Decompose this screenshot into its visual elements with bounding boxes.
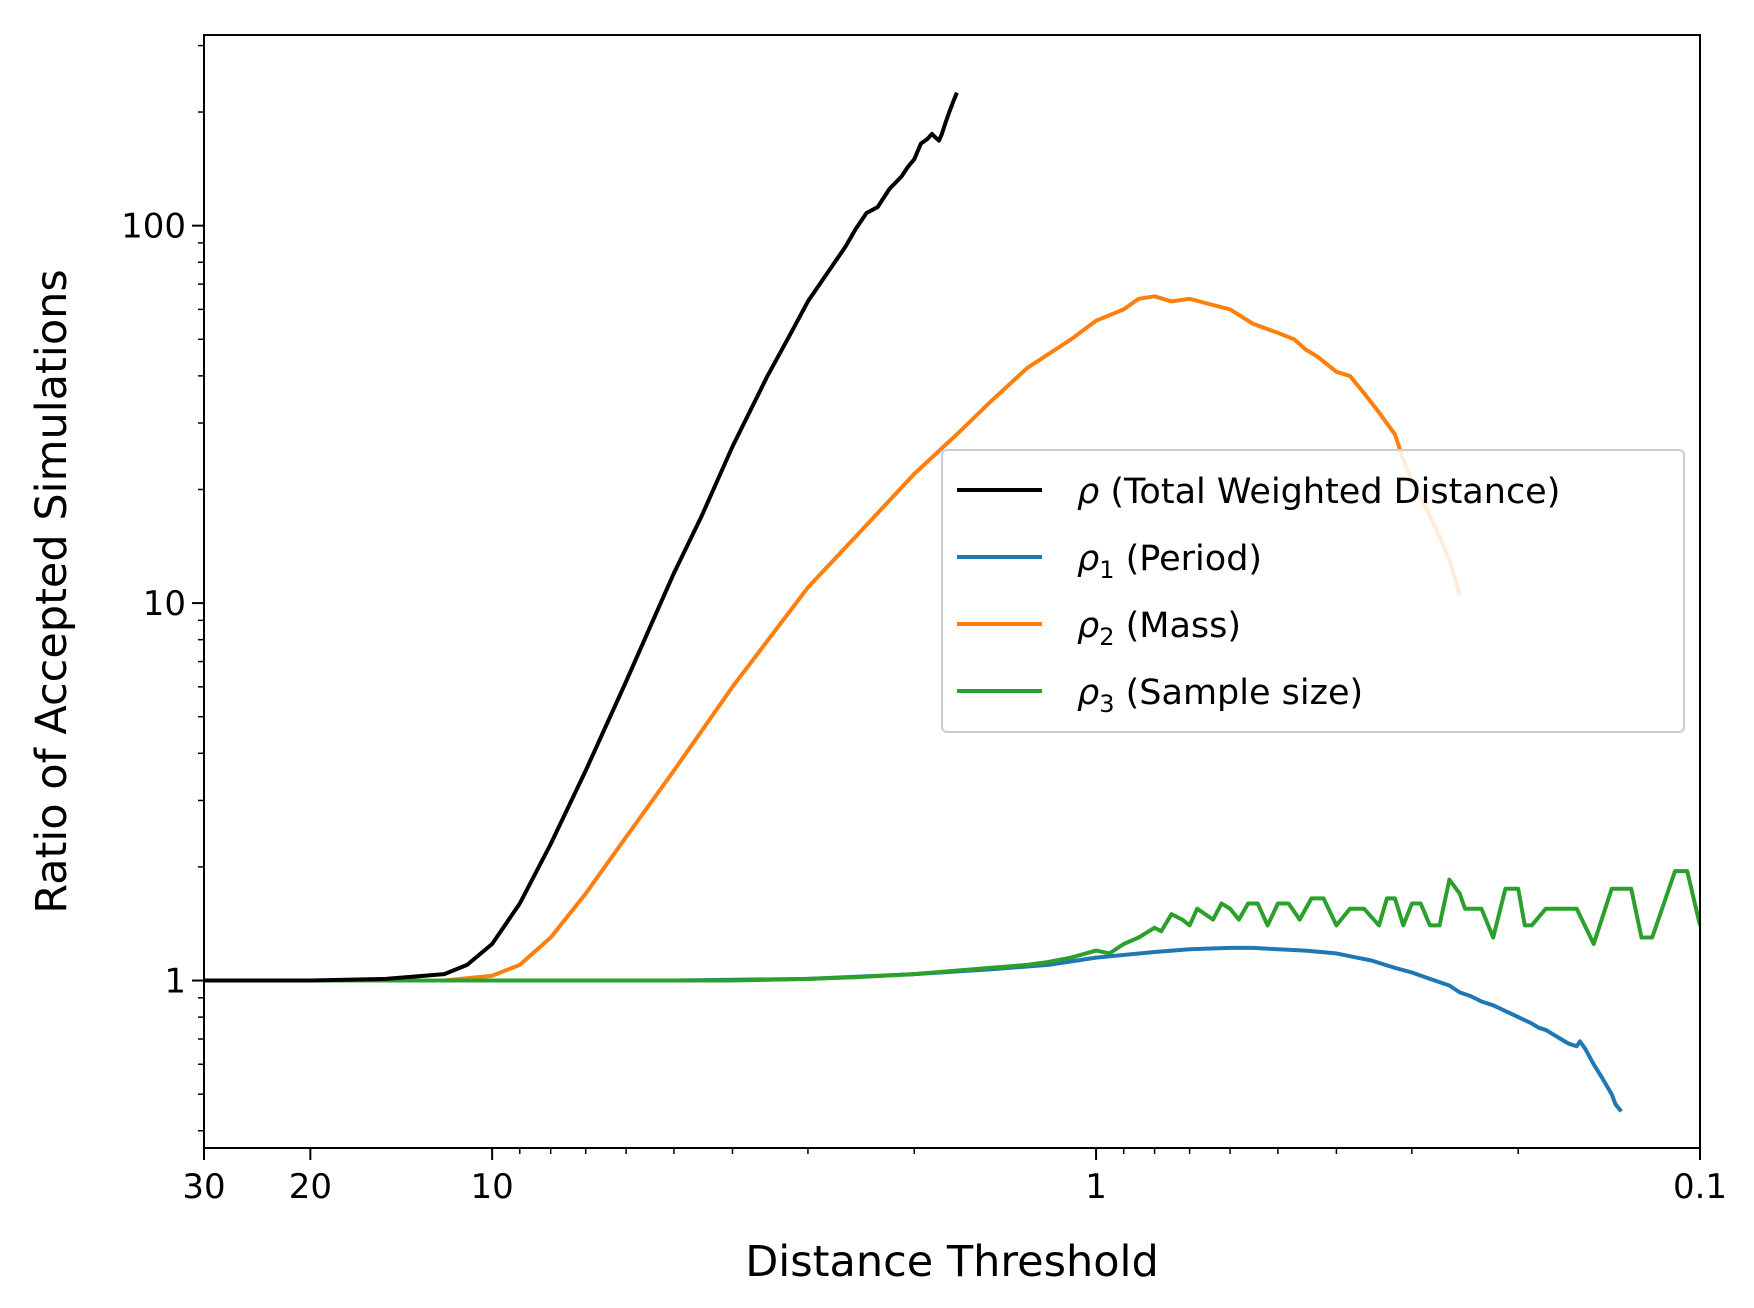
legend-symbol: ρ	[1077, 539, 1099, 579]
y-tick-label: 10	[143, 584, 186, 624]
x-tick-label: 0.1	[1673, 1167, 1727, 1207]
x-axis-label: Distance Threshold	[745, 1237, 1159, 1287]
legend-entry-0: ρ (Total Weighted Distance)	[1077, 472, 1560, 512]
y-axis-label: Ratio of Accepted Simulations	[27, 269, 77, 914]
legend-label: (Sample size)	[1115, 673, 1364, 713]
x-tick-label: 30	[182, 1167, 225, 1207]
x-tick-label: 20	[289, 1167, 332, 1207]
y-axis-ticks: 1 10 100	[121, 44, 204, 1132]
x-tick-label: 10	[471, 1167, 514, 1207]
series-line-0	[204, 91, 959, 983]
x-axis-ticks: 30 20 10 1 0.1	[182, 1148, 1727, 1207]
legend-label: (Period)	[1115, 539, 1263, 579]
axes-frame	[203, 34, 1701, 1149]
y-tick-label: 1	[164, 962, 186, 1002]
legend-entry-3: ρ3 (Sample size)	[1077, 673, 1363, 718]
x-tick-label: 1	[1085, 1167, 1107, 1207]
y-tick-label: 100	[121, 207, 186, 247]
legend-entry-2: ρ2 (Mass)	[1077, 606, 1241, 651]
series-line-1	[204, 945, 1623, 1113]
legend-label: (Mass)	[1115, 606, 1242, 646]
series-line-2	[204, 294, 1462, 983]
legend-symbol: ρ	[1077, 472, 1099, 512]
legend-subscript: 3	[1099, 690, 1114, 718]
legend-subscript: 1	[1099, 556, 1114, 584]
legend-symbol: ρ	[1077, 606, 1099, 646]
plot-area	[204, 91, 1700, 1113]
legend-symbol: ρ	[1077, 673, 1099, 713]
legend-label: (Total Weighted Distance)	[1099, 472, 1560, 512]
legend: ρ (Total Weighted Distance)ρ1 (Period)ρ2…	[941, 449, 1685, 733]
legend-entry-1: ρ1 (Period)	[1077, 539, 1262, 584]
legend-subscript: 2	[1099, 623, 1114, 651]
legend-box	[941, 449, 1685, 733]
series-line-3	[204, 869, 1700, 983]
